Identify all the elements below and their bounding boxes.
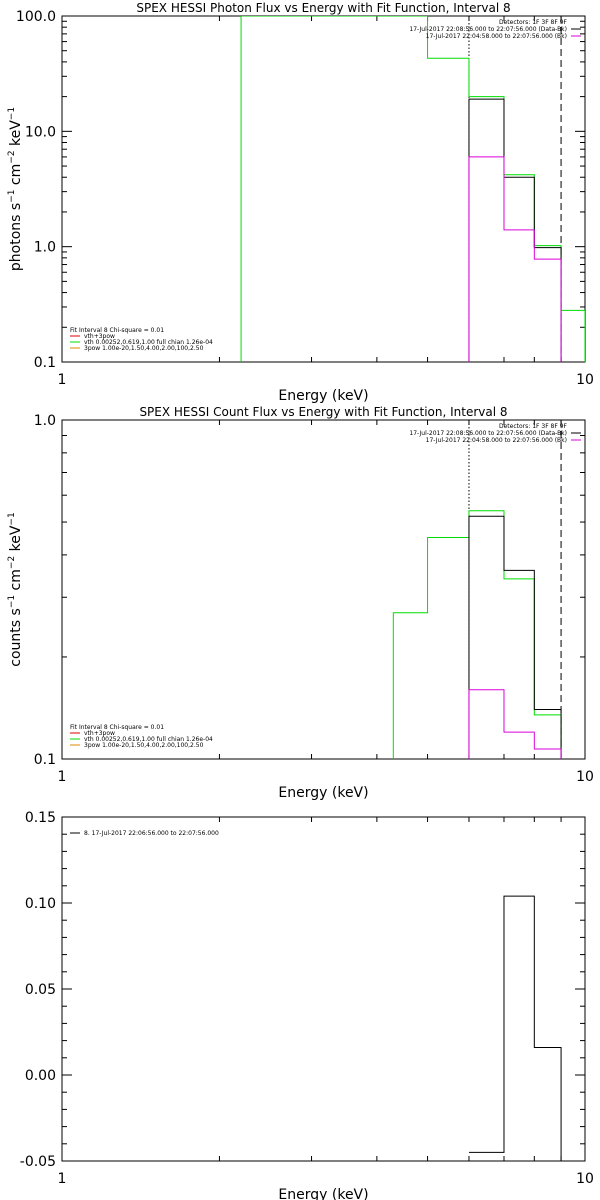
x-tick-label: 10 (576, 372, 594, 388)
series-magenta-step-line (468, 689, 562, 759)
x-tick-label: 1 (58, 769, 67, 785)
header-text: 17-Jul-2017 22:04:58.000 to 22:07:56.000… (426, 437, 567, 444)
x-tick-label: 10 (576, 769, 594, 785)
series-magenta-step-line (468, 156, 562, 362)
legend-text: 8. 17-Jul-2017 22:06:56.000 to 22:07:56.… (84, 830, 219, 837)
minor-ticks (62, 16, 585, 362)
header-text: 17-Jul-2017 22:08:56.000 to 22:07:56.000… (409, 26, 567, 33)
y-axis-label: counts s−1 cm−2 keV−1 (7, 512, 24, 666)
y-axis-label: photons s−1 cm−2 keV−1 (7, 107, 24, 271)
y-tick-label: 0.00 (25, 1068, 56, 1084)
legend-text: vth 0.00252,0.619,1.00 full chian 1.26e-… (84, 339, 213, 346)
x-axis-label: Energy (keV) (278, 388, 368, 404)
plot-frame (61, 419, 586, 760)
y-tick-label: 0.1 (34, 355, 56, 371)
series-black-step-line (468, 515, 562, 759)
x-tick-label: 10 (576, 1171, 594, 1187)
header-text: 17-Jul-2017 22:04:58.000 to 22:07:56.000… (426, 33, 567, 40)
y-tick-label: 1.0 (34, 413, 56, 429)
plot-1: 0.1 1.0 10.0 100.0 1 10 SPEX HESSI Photon Flux… (7, 1, 594, 404)
y-tick-label: 100.0 (16, 9, 56, 25)
legend-text: 3pow 1.00e-20,1.50,4.00,2.00,100,2.50 (84, 742, 204, 749)
y-tick-label: -0.05 (20, 1154, 56, 1170)
x-tick-label: 1 (58, 372, 67, 388)
series-green-step-line (240, 16, 585, 362)
legend-text: vth+3pow (84, 730, 115, 737)
legend-text: Fit Interval 8 Chi-square = 0.01 (70, 327, 164, 334)
plot-title: SPEX HESSI Photon Flux vs Energy with Fi… (136, 1, 510, 15)
y-tick-label: 0.10 (25, 896, 56, 912)
legend-text: vth+3pow (84, 333, 115, 340)
series-black-step-line (468, 98, 562, 362)
series-black-step-line (468, 895, 562, 1161)
plot-2: 0.1 1.0 1 10 SPEX HESSI Count Flux vs Energy… (7, 405, 594, 801)
minor-ticks (62, 816, 585, 1162)
plot-title: SPEX HESSI Count Flux vs Energy with Fit… (139, 405, 507, 419)
plot-frame (61, 15, 586, 363)
plot-frame (61, 816, 586, 1162)
y-tick-label: 0.05 (25, 982, 56, 998)
legend-text: vth 0.00252,0.619,1.00 full chian 1.26e-… (84, 736, 213, 743)
y-tick-label: 10.0 (25, 124, 56, 140)
header-text: Detectors: 1F 3F 8F 9F (499, 19, 568, 26)
y-tick-label: 0.15 (25, 810, 56, 826)
y-tick-label: 0.1 (34, 752, 56, 768)
y-tick-label: 1.0 (34, 240, 56, 256)
header-text: 17-Jul-2017 22:08:56.000 to 22:07:56.000… (409, 430, 567, 437)
series-green-step-line (392, 510, 562, 759)
x-axis-label: Energy (keV) (278, 1187, 368, 1200)
legend-text: Fit Interval 8 Chi-square = 0.01 (70, 724, 164, 731)
minor-ticks (62, 420, 585, 759)
plot-3: -0.05 0.00 0.05 0.10 0.15 1 10 Energy (keV) 8. 1… (20, 810, 594, 1200)
header-text: Detectors: 1F 3F 8F 9F (499, 423, 568, 430)
legend-text: 3pow 1.00e-20,1.50,4.00,2.00,100,2.50 (84, 345, 204, 352)
x-axis-label: Energy (keV) (278, 785, 368, 801)
x-tick-label: 1 (58, 1171, 67, 1187)
